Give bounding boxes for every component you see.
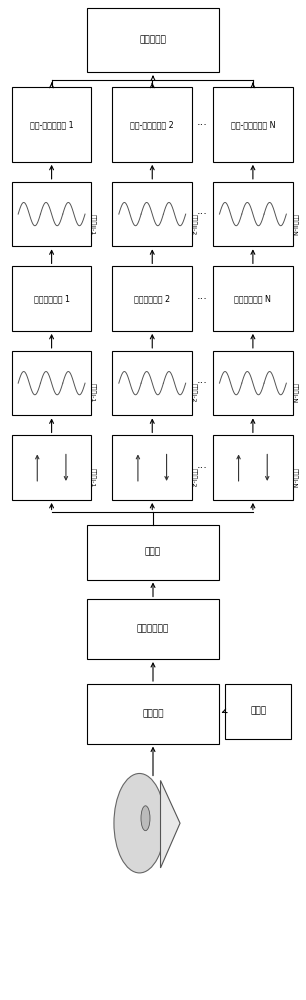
Ellipse shape bbox=[114, 773, 165, 873]
Text: 噪声源: 噪声源 bbox=[250, 707, 266, 716]
Bar bbox=[213, 351, 293, 415]
Text: 滤波器I-N: 滤波器I-N bbox=[291, 383, 297, 403]
Text: 滤波器I-1: 滤波器I-1 bbox=[90, 383, 96, 402]
Text: 隔离器I-2: 隔离器I-2 bbox=[191, 468, 196, 487]
Text: 第二级放大器 2: 第二级放大器 2 bbox=[134, 294, 170, 303]
Text: ···: ··· bbox=[197, 294, 208, 304]
Bar bbox=[12, 351, 91, 415]
Text: ···: ··· bbox=[197, 209, 208, 219]
Polygon shape bbox=[161, 780, 180, 868]
Text: 第一级放大器: 第一级放大器 bbox=[137, 625, 169, 634]
Bar bbox=[87, 8, 219, 72]
Text: ···: ··· bbox=[197, 120, 208, 130]
Text: 隔离器I-N: 隔离器I-N bbox=[291, 468, 297, 488]
Bar bbox=[12, 266, 91, 331]
Text: 微波开关: 微波开关 bbox=[142, 709, 164, 718]
Bar bbox=[213, 435, 293, 500]
Text: 功率-电压转换器 1: 功率-电压转换器 1 bbox=[30, 120, 73, 129]
Text: 第二级放大器 N: 第二级放大器 N bbox=[234, 294, 271, 303]
Text: 滤波器II-2: 滤波器II-2 bbox=[191, 214, 196, 235]
Bar bbox=[87, 525, 219, 580]
Bar bbox=[112, 266, 192, 331]
Ellipse shape bbox=[141, 806, 150, 831]
Text: 隔离器I-1: 隔离器I-1 bbox=[90, 468, 96, 487]
Bar bbox=[112, 435, 192, 500]
Bar bbox=[225, 684, 291, 739]
Text: 滤波器II-N: 滤波器II-N bbox=[291, 214, 297, 236]
Text: 数据采集器: 数据采集器 bbox=[140, 36, 166, 45]
Bar bbox=[213, 182, 293, 246]
Text: 功率-电压转换器 N: 功率-电压转换器 N bbox=[231, 120, 275, 129]
Text: 滤波器I-2: 滤波器I-2 bbox=[191, 383, 196, 403]
Bar bbox=[12, 87, 91, 162]
Text: ···: ··· bbox=[197, 463, 208, 473]
Text: 滤波器II-1: 滤波器II-1 bbox=[90, 214, 96, 235]
Text: 第二级放大器 1: 第二级放大器 1 bbox=[34, 294, 69, 303]
Bar bbox=[213, 87, 293, 162]
Text: 功率-电压转换器 2: 功率-电压转换器 2 bbox=[130, 120, 174, 129]
Bar bbox=[87, 684, 219, 744]
Bar bbox=[112, 182, 192, 246]
Text: 功分器: 功分器 bbox=[145, 548, 161, 557]
Bar bbox=[87, 599, 219, 659]
Bar bbox=[12, 182, 91, 246]
Bar bbox=[112, 351, 192, 415]
Bar bbox=[12, 435, 91, 500]
Bar bbox=[112, 87, 192, 162]
Bar bbox=[213, 266, 293, 331]
Text: ···: ··· bbox=[197, 378, 208, 388]
